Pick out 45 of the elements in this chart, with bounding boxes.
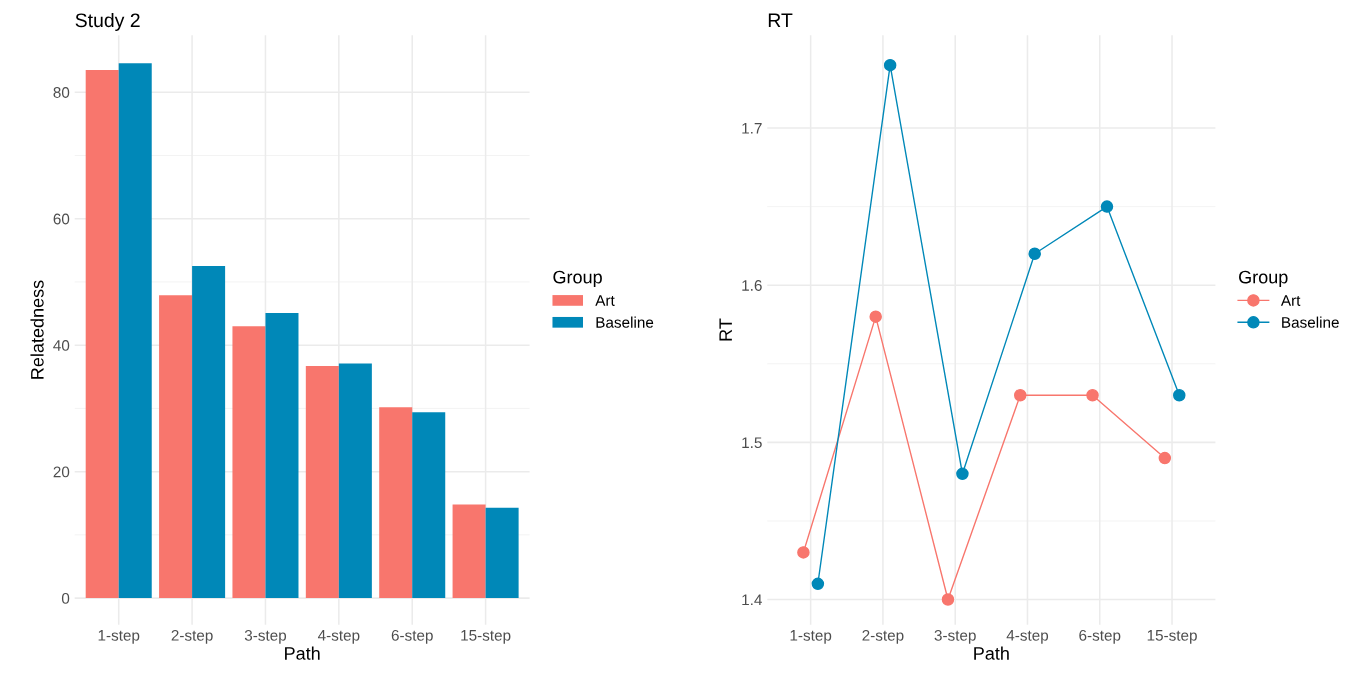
x-tick-label: 4-step [1006, 630, 1049, 644]
x-tick-label: 3-step [934, 629, 976, 644]
x-axis-title: Path [974, 646, 1009, 660]
y-tick-label: 1.5 [742, 437, 762, 449]
bar [192, 266, 226, 599]
legend-label: Baseline [1282, 316, 1339, 328]
bar [232, 326, 266, 599]
bar [85, 70, 119, 599]
legend-label: Art [1280, 295, 1301, 306]
x-tick-label: 1-step [98, 630, 140, 644]
y-tick-label: 1.6 [742, 280, 762, 291]
x-tick-label: 2-step [862, 629, 904, 644]
x-tick-label: 6-step [1079, 629, 1121, 644]
bar [379, 407, 413, 599]
bar [452, 504, 486, 599]
x-tick-label: 4-step [317, 630, 360, 644]
y-tick-label: 1.7 [742, 123, 762, 134]
x-tick-label: 6-step [391, 629, 433, 644]
x-axis-title: Path [285, 646, 320, 660]
x-tick-label: 3-step [244, 629, 287, 644]
y-tick-label: 40 [53, 340, 70, 351]
y-tick-label: 80 [53, 87, 70, 98]
x-tick-label: 2-step [171, 629, 213, 644]
bar [485, 507, 519, 599]
y-tick-label: 20 [53, 466, 70, 478]
legend-label: Art [595, 295, 615, 306]
bar [265, 312, 299, 599]
y-axis-title: RT [719, 318, 732, 341]
chart-title: Study 2 [75, 12, 140, 32]
y-tick-label: 60 [53, 213, 70, 225]
bar [159, 295, 193, 599]
x-tick-label: 1-step [790, 630, 832, 644]
legend-label: Baseline [596, 316, 654, 328]
x-tick-label: 15-step [461, 630, 511, 644]
y-tick-label: 1.4 [742, 594, 762, 606]
chart-title: RT [768, 13, 793, 27]
bar [338, 363, 372, 599]
legend-title: Group [1239, 270, 1288, 288]
bar [305, 366, 339, 599]
y-tick-label: 0 [61, 592, 70, 604]
legend-title: Group [553, 270, 602, 288]
y-axis-title: Relatedness [30, 280, 44, 379]
bar [118, 63, 152, 599]
x-tick-label: 15-step [1147, 630, 1197, 644]
bar [412, 412, 446, 599]
